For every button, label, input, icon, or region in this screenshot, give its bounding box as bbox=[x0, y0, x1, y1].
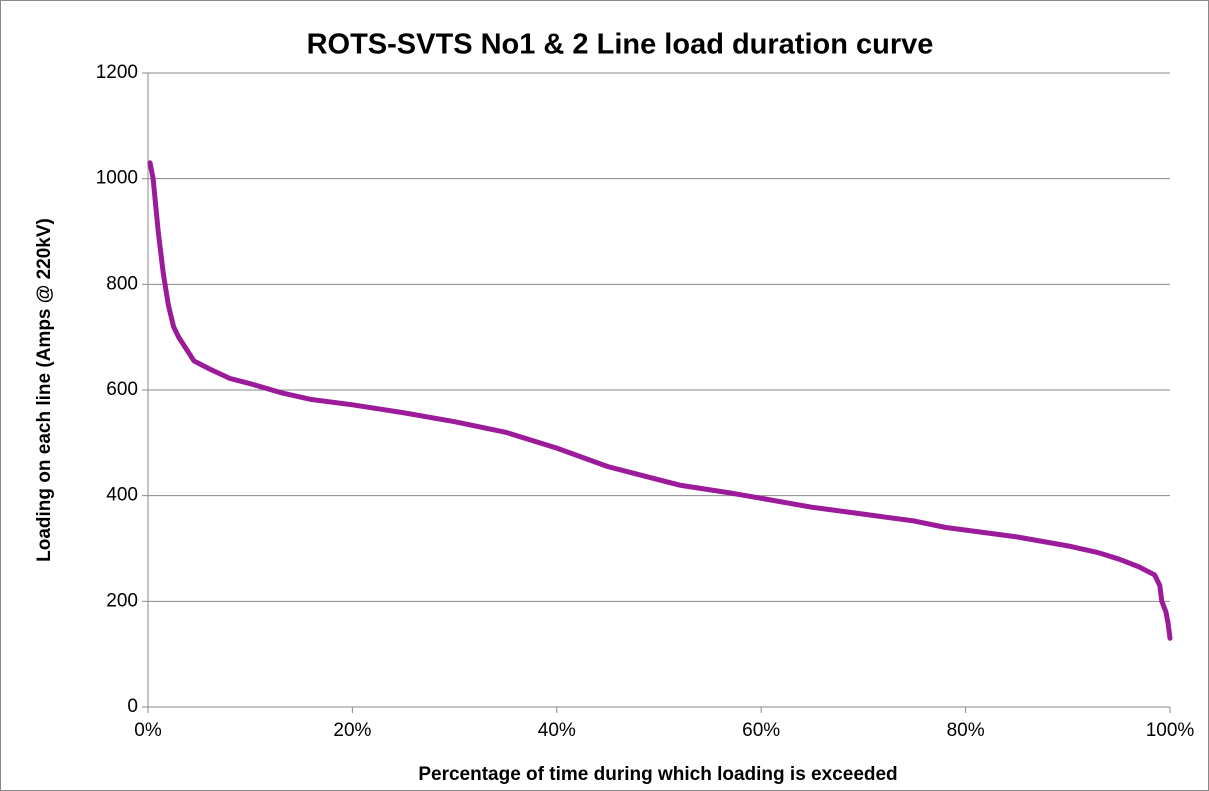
x-tick-label: 100% bbox=[1146, 720, 1195, 741]
y-tick-label: 200 bbox=[106, 590, 138, 611]
y-tick-label: 0 bbox=[127, 696, 138, 717]
y-tick-label: 1200 bbox=[96, 62, 138, 83]
y-axis-label: Loading on each line (Amps @ 220kV) bbox=[34, 218, 55, 562]
x-tick-label: 0% bbox=[134, 720, 162, 741]
chart-title: ROTS-SVTS No1 & 2 Line load duration cur… bbox=[307, 29, 934, 61]
y-tick-label: 1000 bbox=[96, 168, 138, 189]
y-tick-label: 800 bbox=[106, 273, 138, 294]
x-tick-label: 60% bbox=[742, 720, 780, 741]
y-tick-label: 600 bbox=[106, 379, 138, 400]
x-tick-label: 20% bbox=[333, 720, 371, 741]
y-tick-label: 400 bbox=[106, 485, 138, 506]
x-tick-label: 40% bbox=[538, 720, 576, 741]
line-series bbox=[147, 160, 1173, 641]
x-tick-label: 80% bbox=[947, 720, 985, 741]
x-axis-label: Percentage of time during which loading … bbox=[418, 764, 897, 785]
